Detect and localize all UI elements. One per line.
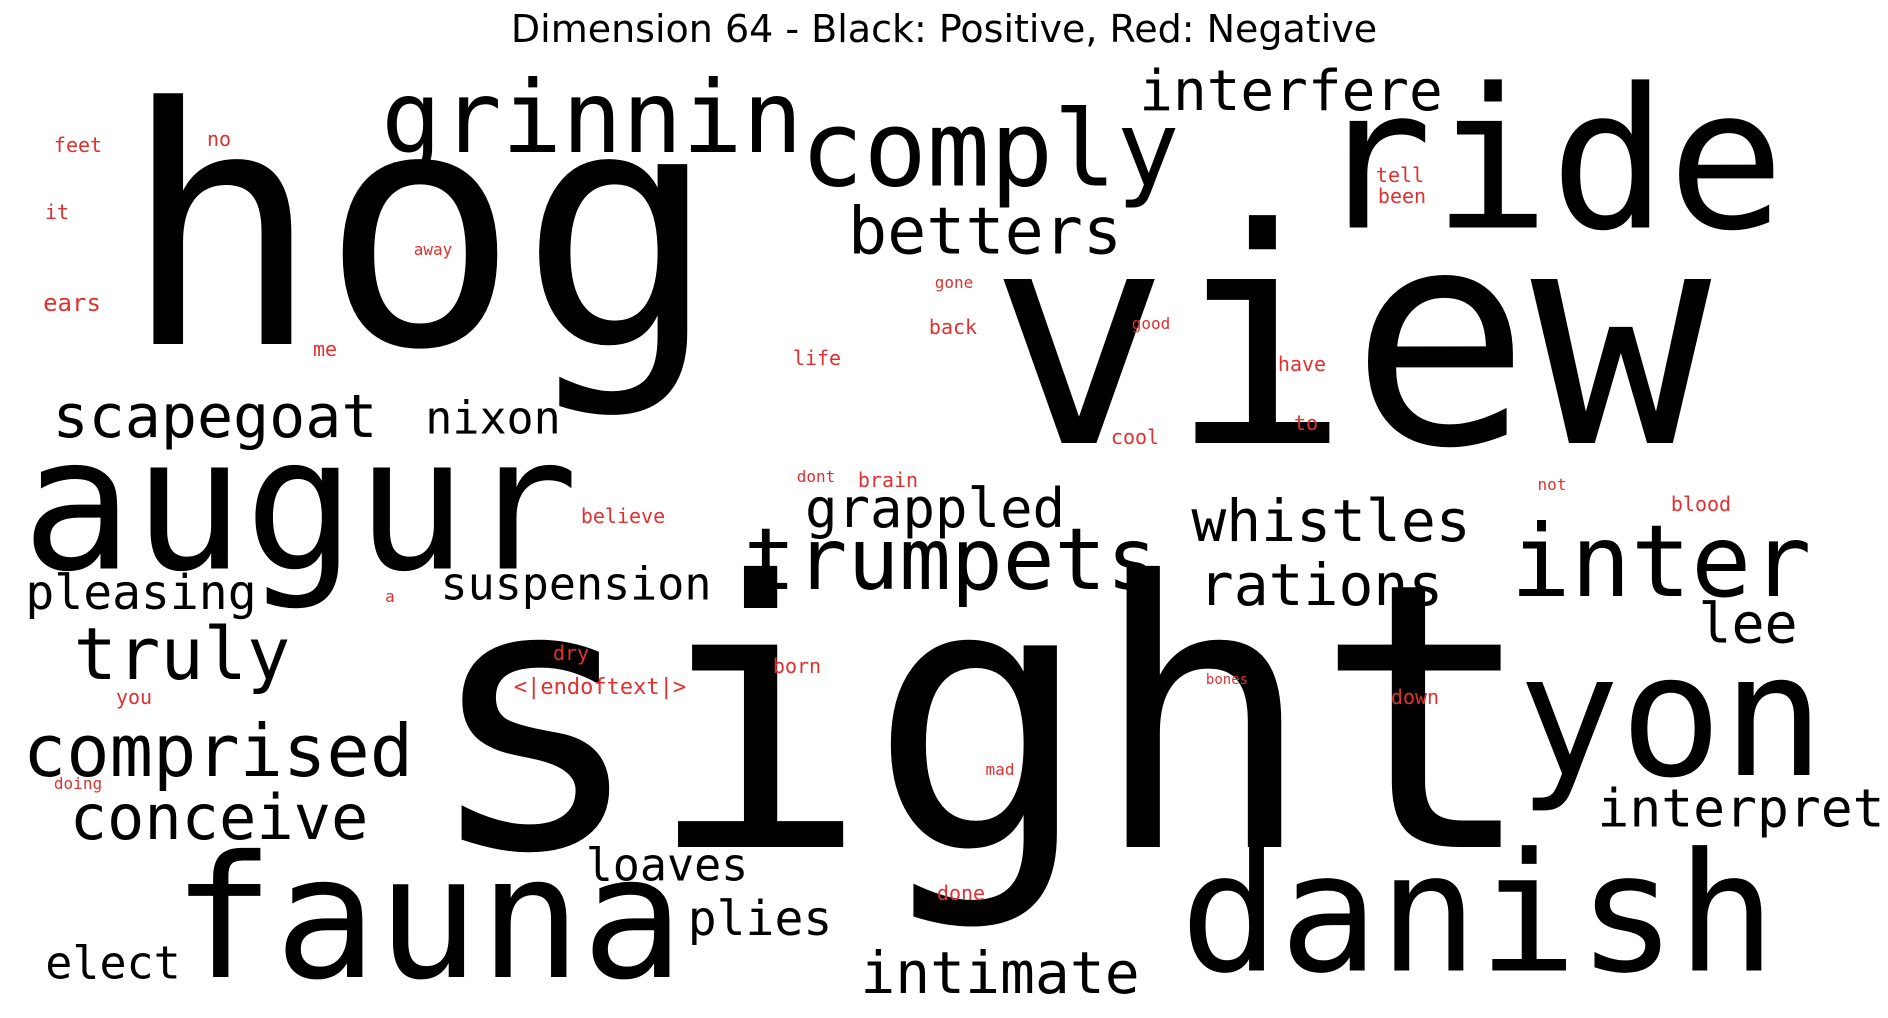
cloud-word-sight: sight <box>423 505 1537 935</box>
cloud-word-been: been <box>1377 184 1427 208</box>
cloud-word-back: back <box>928 315 978 339</box>
cloud-word-it: it <box>44 200 70 224</box>
cloud-word-to: to <box>1293 411 1319 435</box>
cloud-word-dont: dont <box>796 467 836 486</box>
cloud-word-elect: elect <box>45 936 181 990</box>
cloud-word-inter: inter <box>1510 503 1812 620</box>
cloud-word-life: life <box>792 346 842 370</box>
cloud-word-hog: hog <box>121 38 719 422</box>
cloud-word-no: no <box>206 127 232 151</box>
cloud-word-cool: cool <box>1110 425 1160 449</box>
cloud-word-ears: ears <box>43 289 101 317</box>
cloud-word-interfere: interfere <box>1139 59 1443 124</box>
cloud-word-believe: believe <box>580 504 666 528</box>
cloud-word-you: you <box>115 685 153 709</box>
cloud-word-betters: betters <box>848 194 1122 270</box>
cloud-word-intimate: intimate <box>860 939 1140 1007</box>
cloud-word-grappled: grappled <box>804 477 1066 540</box>
cloud-word-trumpets: trumpets <box>743 510 1159 610</box>
cloud-word-rations: rations <box>1198 551 1444 619</box>
cloud-word-comprised: comprised <box>22 709 414 793</box>
cloud-word-not: not <box>1537 475 1567 494</box>
cloud-word-brain: brain <box>857 468 919 492</box>
cloud-word-scapegoat: scapegoat <box>52 382 378 452</box>
cloud-word-truly: truly <box>73 612 291 696</box>
cloud-word-augur: augur <box>21 396 579 613</box>
cloud-word-ride: ride <box>1315 46 1785 274</box>
cloud-word-plies: plies <box>687 891 833 947</box>
cloud-word-gone: gone <box>934 273 974 292</box>
cloud-word-down: down <box>1390 685 1440 709</box>
cloud-word-born: born <box>772 654 822 678</box>
cloud-word-danish: danish <box>1179 817 1777 1010</box>
cloud-word-interpret: interpret <box>1597 778 1885 840</box>
cloud-word-doing: doing <box>53 774 103 793</box>
cloud-word-have: have <box>1277 352 1327 376</box>
cloud-word-suspension: suspension <box>440 557 712 611</box>
chart-title: Dimension 64 - Black: Positive, Red: Neg… <box>510 7 1378 51</box>
cloud-word-fauna: fauna <box>172 820 684 1018</box>
cloud-word-grinnin: grinnin <box>381 59 803 176</box>
cloud-word-me: me <box>312 337 338 361</box>
cloud-word-bones: bones <box>1205 672 1249 688</box>
cloud-word-mad: mad <box>985 760 1015 779</box>
cloud-word-tell: tell <box>1375 163 1425 187</box>
cloud-word-nixon: nixon <box>425 391 561 445</box>
cloud-word-done: done <box>936 881 986 905</box>
cloud-word-endoftext: <|endoftext|> <box>513 675 687 700</box>
cloud-word-blood: blood <box>1670 492 1732 516</box>
cloud-word-good: good <box>1131 314 1171 333</box>
cloud-word-feet: feet <box>53 133 103 157</box>
cloud-word-comply: comply <box>800 88 1180 211</box>
cloud-word-view: view <box>988 165 1712 514</box>
cloud-word-pleasing: pleasing <box>25 565 257 621</box>
cloud-word-loaves: loaves <box>585 838 749 892</box>
cloud-word-whistles: whistles <box>1191 487 1471 555</box>
cloud-word-conceive: conceive <box>69 781 369 854</box>
cloud-word-dry: dry <box>552 641 590 665</box>
cloud-word-lee: lee <box>1698 591 1798 656</box>
cloud-word-away: away <box>413 240 453 259</box>
cloud-word-yon: yon <box>1517 618 1825 816</box>
cloud-word-a: a <box>385 587 395 606</box>
